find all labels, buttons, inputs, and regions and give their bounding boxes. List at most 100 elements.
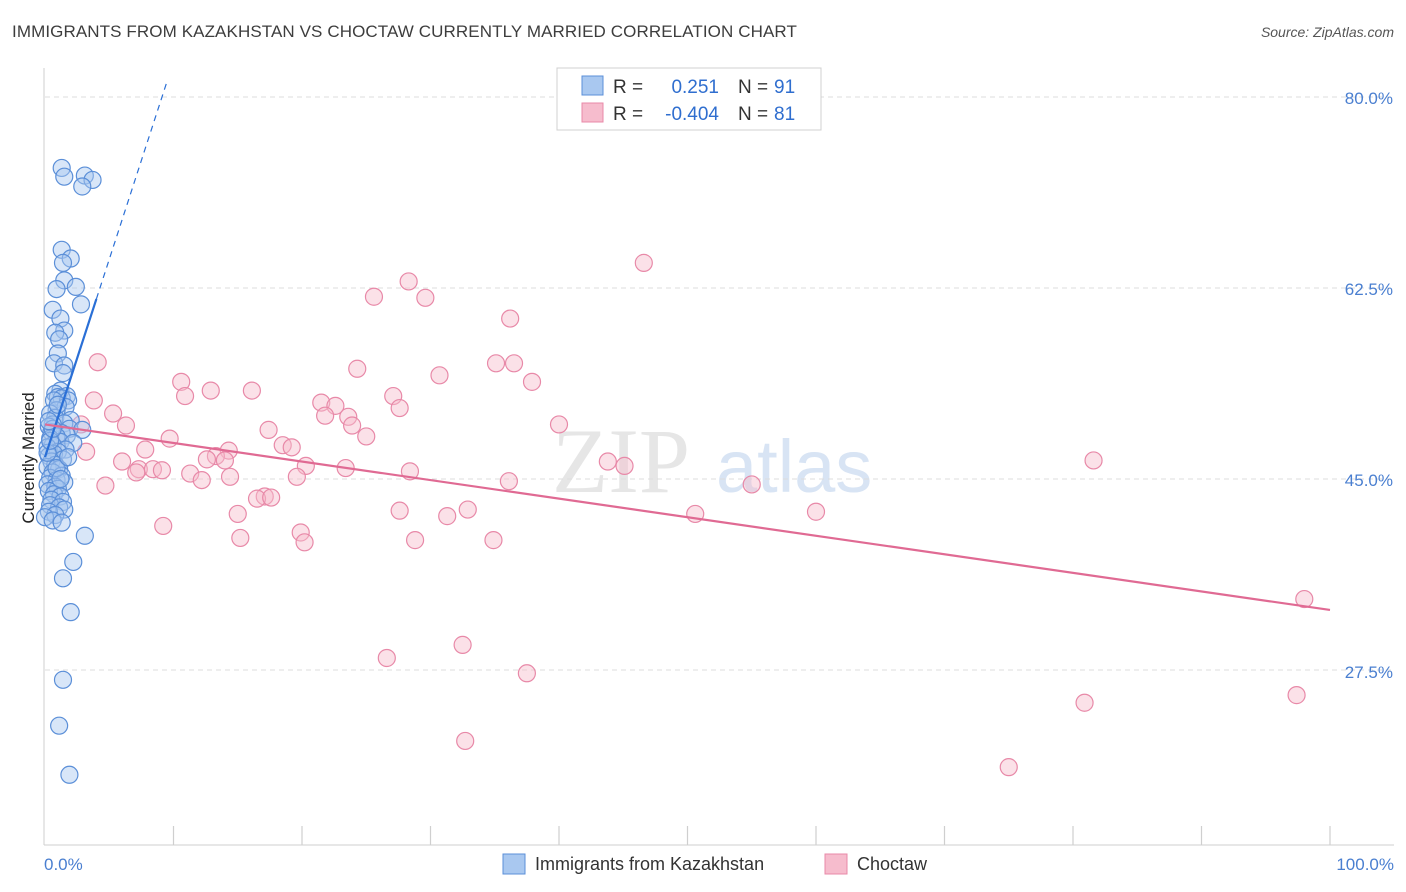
bottom-legend-swatch-pink	[824, 853, 848, 875]
choctaw-point	[220, 467, 240, 486]
legend-r-label-blue: R =	[613, 77, 643, 98]
kazakhstan-point	[51, 469, 70, 489]
kazakhstan-point	[83, 170, 102, 190]
kazakhstan-point	[50, 716, 69, 735]
legend-swatch-pink	[581, 102, 604, 123]
choctaw-point	[172, 372, 191, 391]
choctaw-point	[259, 420, 278, 439]
kazakhstan-point	[47, 458, 66, 478]
choctaw-point	[416, 288, 435, 307]
choctaw-point	[96, 476, 115, 495]
choctaw-point	[1295, 589, 1314, 609]
choctaw-point	[501, 309, 520, 328]
choctaw-point	[453, 635, 472, 654]
choctaw-point	[247, 489, 267, 508]
chart-title: IMMIGRANTS FROM KAZAKHSTAN VS CHOCTAW CU…	[12, 22, 797, 41]
choctaw-point	[287, 467, 306, 486]
kazakhstan-point	[51, 309, 70, 328]
choctaw-point	[456, 731, 475, 751]
choctaw-point	[160, 429, 179, 448]
choctaw-point	[399, 272, 418, 291]
choctaw-point	[1287, 686, 1306, 705]
legend-r-label-pink: R =	[613, 104, 643, 125]
choctaw-point	[181, 464, 200, 483]
choctaw-point	[390, 398, 409, 418]
choctaw-point	[377, 648, 396, 668]
kazakhstan-point	[53, 253, 73, 272]
kazakhstan-point	[55, 167, 74, 186]
choctaw-point	[242, 381, 261, 400]
choctaw-point	[504, 354, 524, 373]
choctaw-point	[282, 438, 301, 457]
kazakhstan-point	[60, 765, 79, 784]
watermark-zip: ZIP	[552, 410, 690, 512]
bottom-legend-label-blue: Immigrants from Kazakhstan	[535, 854, 764, 874]
legend-r-value-blue: 0.251	[671, 77, 719, 98]
choctaw-point	[522, 372, 542, 391]
kazakhstan-point	[71, 295, 91, 314]
choctaw-point	[116, 416, 136, 435]
kazakhstan-point	[61, 603, 80, 622]
legend-n-value-blue: 91	[774, 77, 795, 98]
x-tick-label-max: 100.0%	[1336, 855, 1394, 874]
kazakhstan-point	[59, 448, 78, 467]
choctaw-point	[201, 381, 220, 400]
x-tick-label-min: 0.0%	[44, 855, 83, 874]
kazakhstan-point	[66, 277, 85, 297]
choctaw-point	[549, 415, 569, 434]
choctaw-point	[343, 416, 362, 435]
kazakhstan-trend-dashed	[95, 81, 168, 300]
choctaw-point	[127, 463, 146, 482]
choctaw-point	[405, 531, 425, 550]
choctaw-point	[112, 452, 132, 471]
kazakhstan-point	[47, 279, 66, 299]
choctaw-point	[1084, 451, 1103, 470]
choctaw-point	[517, 664, 536, 683]
choctaw-point	[806, 502, 826, 521]
choctaw-point	[77, 442, 96, 461]
y-tick-label-27.5: 27.5%	[1345, 663, 1393, 682]
y-axis-title: Currently Married	[19, 392, 38, 523]
choctaw-point	[499, 472, 518, 491]
kazakhstan-trend-line	[43, 298, 98, 458]
choctaw-point	[458, 500, 477, 519]
kazakhstan-point	[73, 177, 92, 196]
choctaw-point	[615, 456, 634, 476]
choctaw-point	[1075, 693, 1094, 712]
choctaw-point	[88, 353, 107, 372]
kazakhstan-point	[53, 364, 73, 383]
choctaw-point	[104, 404, 123, 423]
choctaw-point	[999, 758, 1018, 777]
choctaw-point	[154, 516, 173, 536]
choctaw-point	[136, 440, 155, 459]
kazakhstan-point	[52, 513, 71, 532]
choctaw-point	[215, 451, 234, 470]
choctaw-point	[152, 461, 172, 480]
choctaw-point	[175, 386, 195, 406]
kazakhstan-point	[48, 395, 67, 414]
legend-box: R = 0.251 N = 91 R = -0.404 N = 81	[556, 67, 822, 131]
bottom-legend: Immigrants from Kazakhstan Choctaw	[502, 853, 928, 875]
bottom-legend-swatch-blue	[502, 853, 526, 875]
legend-n-value-pink: 81	[774, 104, 795, 125]
choctaw-point	[348, 359, 367, 378]
kazakhstan-point	[55, 356, 74, 375]
choctaw-point	[129, 460, 148, 479]
choctaw-point	[316, 406, 335, 425]
kazakhstan-point	[53, 569, 73, 588]
choctaw-point	[84, 391, 103, 410]
choctaw-point	[438, 507, 457, 526]
y-tick-label-80: 80.0%	[1345, 89, 1393, 108]
choctaw-point	[291, 523, 310, 542]
choctaw-point	[228, 504, 247, 524]
kazakhstan-point	[75, 526, 94, 545]
bottom-legend-label-pink: Choctaw	[857, 854, 928, 874]
choctaw-trend-line	[44, 423, 1331, 612]
legend-n-label-pink: N =	[738, 104, 768, 125]
watermark-atlas: atlas	[716, 425, 872, 508]
kazakhstan-point	[50, 330, 69, 349]
legend-r-value-pink: -0.404	[665, 104, 719, 125]
y-tick-label-62.5: 62.5%	[1345, 280, 1393, 299]
choctaw-point	[430, 366, 449, 385]
